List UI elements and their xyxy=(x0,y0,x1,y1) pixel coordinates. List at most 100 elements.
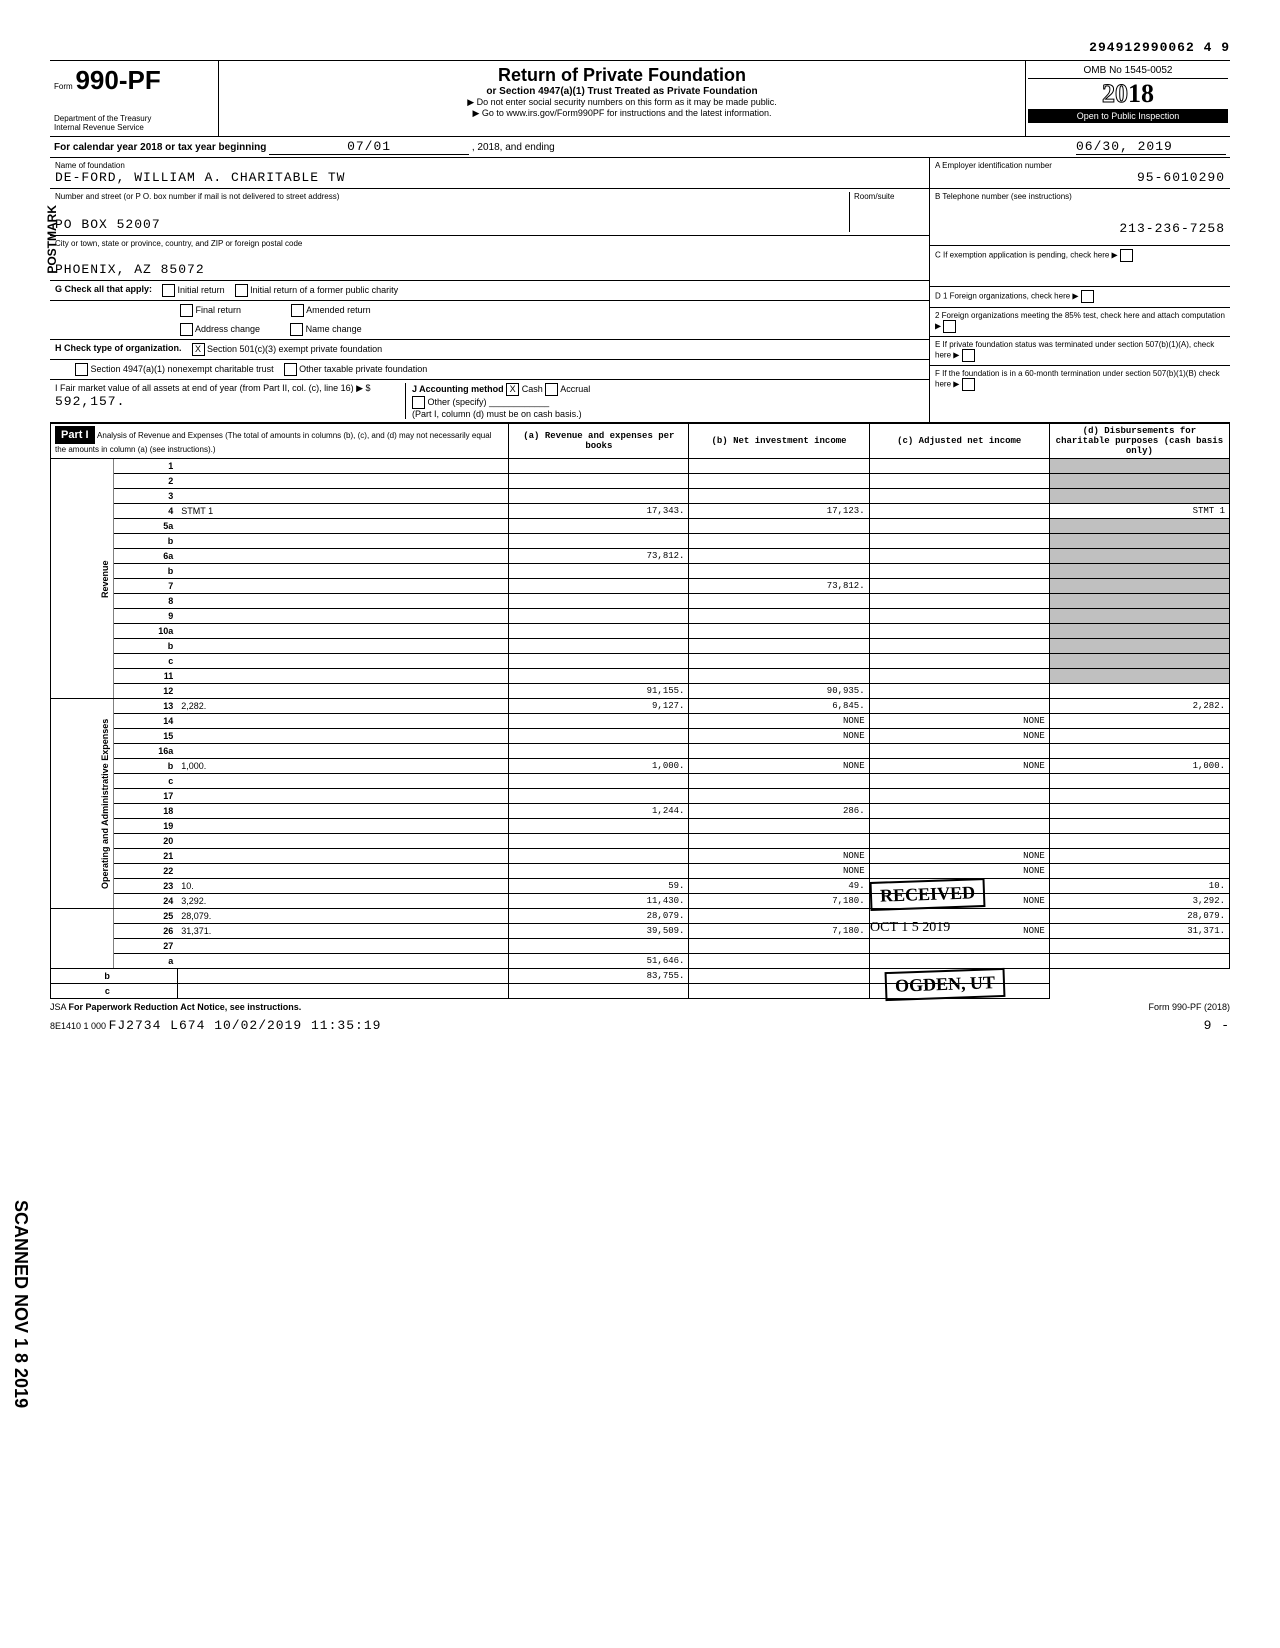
scanned-stamp: SCANNED NOV 1 8 2019 xyxy=(10,1200,31,1408)
value-cell xyxy=(869,819,1049,834)
g-checks: G Check all that apply: Initial return I… xyxy=(50,281,929,301)
value-cell xyxy=(1049,564,1229,579)
col-b-header: (b) Net investment income xyxy=(689,424,869,459)
line-number: 1 xyxy=(114,459,177,474)
table-row: 4STMT 117,343.17,123.STMT 1 xyxy=(51,504,1230,519)
value-cell xyxy=(509,564,689,579)
open-inspection: Open to Public Inspection xyxy=(1028,109,1228,123)
value-cell: 73,812. xyxy=(509,549,689,564)
name-label: Name of foundation xyxy=(55,161,924,170)
table-row: 243,292.11,430.7,180.NONE3,292. xyxy=(51,894,1230,909)
value-cell xyxy=(869,939,1049,954)
value-cell xyxy=(1049,774,1229,789)
value-cell xyxy=(509,489,689,504)
line-number: 11 xyxy=(114,669,177,684)
value-cell: 28,079. xyxy=(1049,909,1229,924)
value-cell: 3,292. xyxy=(1049,894,1229,909)
value-cell xyxy=(1049,834,1229,849)
value-cell xyxy=(1049,864,1229,879)
table-row: 2 xyxy=(51,474,1230,489)
value-cell xyxy=(1049,489,1229,504)
line-number: 5a xyxy=(114,519,177,534)
revenue-section-label: Revenue xyxy=(51,459,114,699)
value-cell: 39,509. xyxy=(509,924,689,939)
value-cell: 286. xyxy=(689,804,869,819)
line-description xyxy=(114,984,177,999)
value-cell xyxy=(1049,594,1229,609)
table-row: 2631,371.39,509.7,180.NONE31,371. xyxy=(51,924,1230,939)
value-cell: 91,155. xyxy=(509,684,689,699)
value-cell xyxy=(509,639,689,654)
value-cell xyxy=(869,564,1049,579)
value-cell xyxy=(509,624,689,639)
line-description: 28,079. xyxy=(177,909,509,924)
value-cell xyxy=(509,459,689,474)
value-cell xyxy=(689,744,869,759)
line-description: 31,371. xyxy=(177,924,509,939)
table-row: b1,000.1,000.NONENONE1,000. xyxy=(51,759,1230,774)
line-number: b xyxy=(114,759,177,774)
value-cell: 1,244. xyxy=(509,804,689,819)
line-number: 27 xyxy=(114,939,177,954)
table-row: 16a xyxy=(51,744,1230,759)
table-row: b83,755. xyxy=(51,969,1230,984)
value-cell xyxy=(869,594,1049,609)
value-cell xyxy=(1049,729,1229,744)
line-description xyxy=(177,459,509,474)
line-description xyxy=(177,849,509,864)
value-cell xyxy=(1049,654,1229,669)
line-number: 20 xyxy=(114,834,177,849)
line-description xyxy=(177,744,509,759)
col-d-header: (d) Disbursements for charitable purpose… xyxy=(1049,424,1229,459)
return-title: Return of Private Foundation xyxy=(223,65,1021,86)
table-row: Revenue1 xyxy=(51,459,1230,474)
omb: OMB No 1545-0052 xyxy=(1028,63,1228,79)
line-number: c xyxy=(114,654,177,669)
ogden-stamp: OGDEN, UT xyxy=(885,968,1006,1001)
line-number: 6a xyxy=(114,549,177,564)
line-description xyxy=(177,804,509,819)
table-row: 20 xyxy=(51,834,1230,849)
city-state-zip: PHOENIX, AZ 85072 xyxy=(55,262,924,277)
value-cell xyxy=(689,549,869,564)
line-description xyxy=(177,564,509,579)
line-description xyxy=(177,684,509,699)
value-cell xyxy=(509,819,689,834)
value-cell xyxy=(509,744,689,759)
line-number: 13 xyxy=(114,699,177,714)
phone: 213-236-7258 xyxy=(935,221,1225,236)
line-description xyxy=(177,489,509,504)
dln: 294912990062 4 9 xyxy=(50,40,1230,55)
value-cell: NONE xyxy=(869,849,1049,864)
value-cell: NONE xyxy=(869,714,1049,729)
value-cell xyxy=(689,609,869,624)
line-number: c xyxy=(114,774,177,789)
value-cell: NONE xyxy=(689,849,869,864)
line-description: 1,000. xyxy=(177,759,509,774)
value-cell xyxy=(869,684,1049,699)
subtitle3: ▶ Go to www.irs.gov/Form990PF for instru… xyxy=(223,108,1021,119)
value-cell xyxy=(1049,474,1229,489)
value-cell xyxy=(1049,639,1229,654)
line-description xyxy=(177,954,509,969)
line-description xyxy=(114,969,177,984)
value-cell xyxy=(869,474,1049,489)
value-cell xyxy=(1049,849,1229,864)
value-cell xyxy=(1049,669,1229,684)
value-cell xyxy=(689,654,869,669)
value-cell xyxy=(869,609,1049,624)
value-cell xyxy=(177,969,509,984)
e-check: E If private foundation status was termi… xyxy=(930,337,1230,366)
value-cell xyxy=(689,639,869,654)
value-cell: 17,343. xyxy=(509,504,689,519)
value-cell xyxy=(689,789,869,804)
value-cell: 1,000. xyxy=(1049,759,1229,774)
value-cell: 11,430. xyxy=(509,894,689,909)
value-cell: NONE xyxy=(689,714,869,729)
value-cell xyxy=(869,534,1049,549)
value-cell xyxy=(509,594,689,609)
line-description xyxy=(177,819,509,834)
line-number: 10a xyxy=(114,624,177,639)
value-cell xyxy=(509,519,689,534)
line-number: 16a xyxy=(114,744,177,759)
